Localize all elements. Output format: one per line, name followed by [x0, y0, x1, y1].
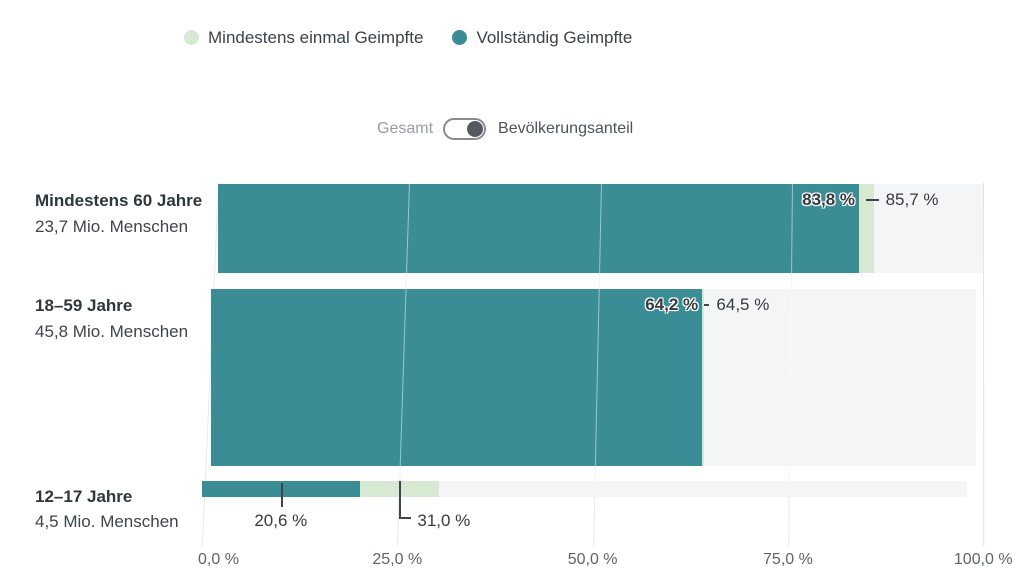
legend-label: Mindestens einmal Geimpfte: [208, 28, 424, 47]
view-toggle[interactable]: [443, 118, 487, 140]
category-sublabel: 4,5 Mio. Menschen: [35, 512, 179, 531]
toggle-label-gesamt[interactable]: Gesamt: [377, 120, 434, 137]
category-label: 12–17 Jahre: [35, 487, 133, 506]
legend-dot-mindestens-einmal-icon: [184, 30, 199, 45]
category-label: 18–59 Jahre: [35, 296, 133, 315]
category-sublabel: 23,7 Mio. Menschen: [35, 217, 189, 236]
value-label-mindestens-einmal: 85,7 %: [885, 190, 939, 209]
toggle-label-bevoelkerungsanteil[interactable]: Bevölkerungsanteil: [498, 120, 634, 137]
view-mode-switch-row: Gesamt Bevölkerungsanteil: [377, 116, 633, 142]
axis-tick-label: 25,0 %: [372, 551, 423, 568]
value-label-vollstaendig: 64,2 %: [645, 295, 699, 314]
category-sublabel: 45,8 Mio. Menschen: [35, 322, 189, 341]
value-label-mindestens-einmal: 64,5 %: [716, 295, 770, 314]
axis-tick-label: 75,0 %: [763, 551, 813, 568]
value-label-vollstaendig: 83,8 %: [802, 190, 856, 209]
category-label: Mindestens 60 Jahre: [35, 191, 203, 210]
legend-dot-vollstaendig-icon: [452, 30, 468, 45]
chart-legend: Mindestens einmal Geimpfte Vollständig G…: [184, 28, 632, 47]
toggle-knob: [467, 121, 484, 137]
legend-label: Vollständig Geimpfte: [476, 28, 633, 47]
bar-vollstaendig-geimpfte[interactable]: [211, 289, 703, 466]
value-connector-line: [399, 481, 402, 519]
axis-tick-label: 0,0 %: [198, 551, 239, 568]
value-connector-dash: [704, 304, 710, 306]
gridline: [983, 183, 985, 546]
legend-item-vollstaendig[interactable]: Vollständig Geimpfte: [452, 28, 632, 47]
value-label-mindestens-einmal: 31,0 %: [417, 511, 471, 530]
value-connector-dash: [865, 199, 879, 201]
value-connector-line: [399, 517, 412, 519]
value-connector-line: [280, 483, 283, 507]
bar-vollstaendig-geimpfte[interactable]: [218, 184, 860, 273]
legend-item-mindestens-einmal[interactable]: Mindestens einmal Geimpfte: [184, 28, 423, 47]
value-label-vollstaendig: 20,6 %: [254, 511, 308, 530]
axis-tick-label: 100,0 %: [953, 551, 1013, 568]
axis-tick-label: 50,0 %: [567, 551, 618, 568]
